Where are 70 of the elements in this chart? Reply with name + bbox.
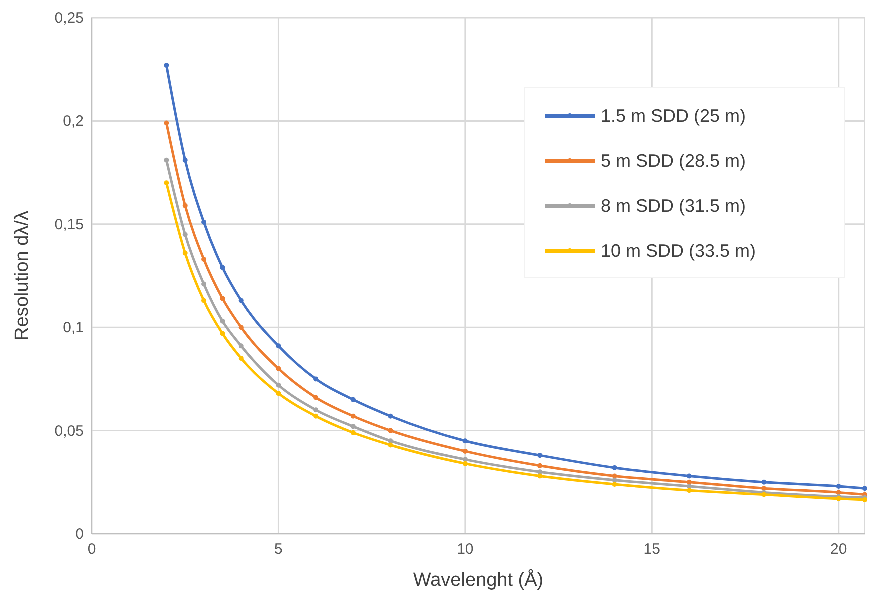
point — [276, 366, 282, 372]
y-tick-label: 0 — [76, 526, 84, 543]
point — [862, 486, 868, 492]
point — [164, 158, 170, 163]
point — [538, 470, 543, 475]
y-tick-label: 0,2 — [63, 113, 84, 130]
point — [182, 203, 188, 208]
point — [350, 397, 356, 402]
point — [164, 180, 170, 186]
point — [164, 62, 170, 68]
point — [388, 414, 394, 419]
point — [350, 424, 356, 430]
point — [276, 344, 282, 349]
point — [350, 414, 356, 419]
point — [350, 430, 356, 436]
y-axis-title: Resolution dλ/λ — [12, 210, 33, 341]
point — [238, 325, 244, 330]
point — [238, 344, 244, 349]
legend-label: 10 m SDD (33.5 m) — [601, 241, 756, 261]
point — [164, 120, 170, 126]
point — [202, 220, 207, 225]
x-axis-title: Wavelenght (Å) — [413, 569, 544, 591]
y-tick-label: 0,05 — [54, 422, 84, 440]
point — [182, 250, 188, 256]
point — [686, 474, 692, 479]
point — [388, 442, 394, 448]
x-tick-label: 10 — [457, 541, 474, 558]
point — [612, 482, 618, 487]
point — [388, 428, 394, 434]
legend-label: 8 m SDD (31.5 m) — [601, 196, 746, 216]
point — [314, 408, 319, 413]
point — [612, 465, 618, 470]
point — [220, 318, 226, 324]
y-tick-label: 0,1 — [63, 320, 84, 337]
point — [238, 298, 244, 304]
x-tick-label: 5 — [274, 541, 283, 558]
point — [462, 457, 468, 462]
legend-label: 5 m SDD (28.5 m) — [601, 151, 746, 171]
y-tick-label: 0,25 — [54, 10, 84, 27]
point — [182, 232, 188, 238]
point — [202, 282, 207, 287]
point — [538, 463, 543, 468]
point — [836, 490, 842, 496]
x-tick-label: 15 — [644, 541, 660, 558]
legend-label: 1.5 m SDD (25 m) — [601, 106, 746, 126]
point — [462, 448, 468, 454]
point — [314, 395, 319, 400]
point — [202, 298, 207, 304]
point — [836, 484, 842, 490]
point — [538, 474, 543, 479]
point — [314, 376, 319, 382]
point — [762, 486, 767, 492]
point — [182, 158, 188, 163]
point — [762, 480, 767, 485]
point — [388, 438, 394, 444]
point — [220, 296, 226, 302]
point — [276, 382, 282, 388]
y-tick-label: 0,15 — [54, 216, 84, 234]
point — [220, 265, 226, 270]
x-tick-label: 20 — [830, 541, 848, 558]
point — [462, 461, 468, 466]
point — [686, 488, 692, 494]
point — [220, 331, 226, 336]
point — [462, 438, 468, 444]
point — [238, 356, 244, 362]
point — [276, 391, 282, 396]
point — [314, 414, 319, 419]
point — [538, 453, 543, 458]
x-tick-label: 0 — [88, 541, 96, 558]
point — [202, 256, 207, 262]
